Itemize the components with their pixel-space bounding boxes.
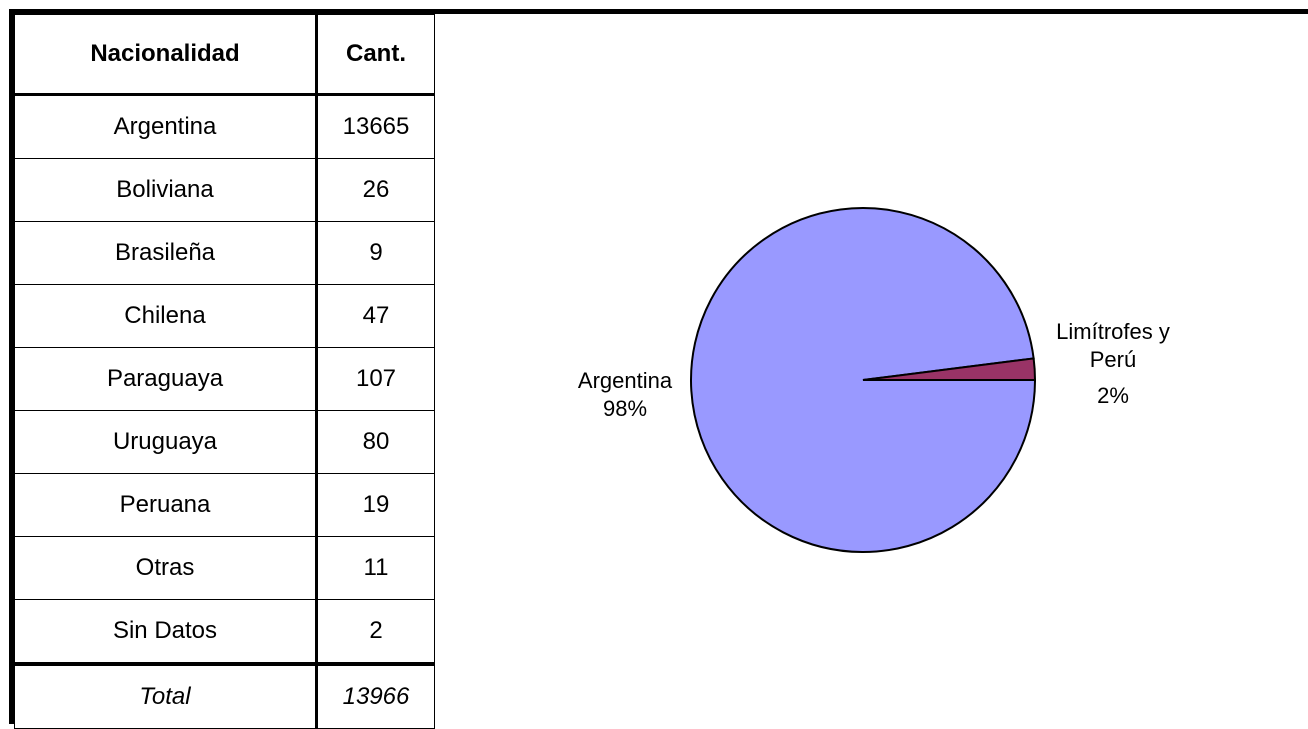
- nationality-cell: Peruana: [14, 473, 318, 537]
- slice-label-limitrofes-line1: Limítrofes y: [1056, 319, 1170, 344]
- header-cant: Cant.: [316, 14, 435, 96]
- pie-slice-argentina: [690, 207, 1037, 553]
- table-row: Uruguaya 80: [14, 410, 435, 474]
- table-row: Argentina 13665: [14, 94, 435, 159]
- count-cell: 47: [316, 284, 435, 348]
- nationality-cell: Boliviana: [14, 158, 318, 222]
- table-header-row: Nacionalidad Cant.: [14, 14, 435, 96]
- table-row: Brasileña 9: [14, 221, 435, 285]
- nationality-cell: Sin Datos: [14, 599, 318, 665]
- count-cell: 2: [316, 599, 435, 665]
- pie-chart: Argentina 98% Limítrofes y Perú 2%: [540, 190, 1260, 570]
- slice-percent-argentina: 98%: [603, 396, 647, 421]
- count-cell: 80: [316, 410, 435, 474]
- nationality-table: Nacionalidad Cant. Argentina 13665 Boliv…: [14, 14, 435, 729]
- total-value: 13966: [316, 662, 435, 729]
- outer-frame: [9, 9, 1308, 724]
- count-cell: 13665: [316, 94, 435, 159]
- count-cell: 11: [316, 536, 435, 600]
- total-row: Total 13966: [14, 662, 435, 729]
- slice-percent-limitrofes: 2%: [1097, 383, 1129, 408]
- count-cell: 9: [316, 221, 435, 285]
- table-row: Chilena 47: [14, 284, 435, 348]
- table-row: Sin Datos 2: [14, 599, 435, 665]
- nationality-cell: Paraguaya: [14, 347, 318, 411]
- table-row: Otras 11: [14, 536, 435, 600]
- table-row: Paraguaya 107: [14, 347, 435, 411]
- total-label: Total: [14, 662, 318, 729]
- table-row: Peruana 19: [14, 473, 435, 537]
- nationality-cell: Chilena: [14, 284, 318, 348]
- table-row: Boliviana 26: [14, 158, 435, 222]
- slice-label-argentina: Argentina: [578, 368, 673, 393]
- pie-slice-limitrofes: [862, 357, 1037, 381]
- nationality-cell: Uruguaya: [14, 410, 318, 474]
- nationality-cell: Otras: [14, 536, 318, 600]
- header-nacionalidad: Nacionalidad: [14, 14, 318, 96]
- nationality-cell: Argentina: [14, 94, 318, 159]
- count-cell: 107: [316, 347, 435, 411]
- slice-label-limitrofes-line2: Perú: [1090, 347, 1136, 372]
- nationality-cell: Brasileña: [14, 221, 318, 285]
- count-cell: 26: [316, 158, 435, 222]
- count-cell: 19: [316, 473, 435, 537]
- pie-chart-svg: Argentina 98% Limítrofes y Perú 2%: [578, 207, 1170, 553]
